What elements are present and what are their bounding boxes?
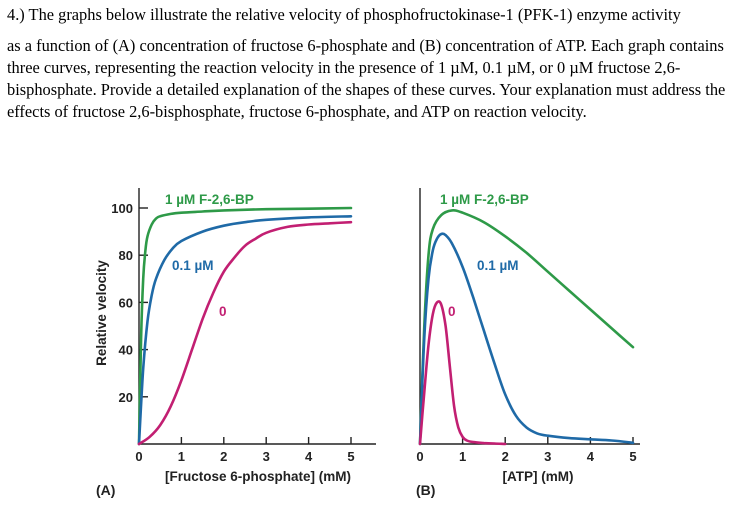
panel-b-panel-label: (B)	[416, 482, 435, 498]
panel-b-x-tick-label-2: 2	[502, 449, 509, 464]
panel-b-x-tick-label-4: 4	[587, 449, 595, 464]
panel-a-curve-2	[137, 220, 353, 446]
panel-a-x-tick-label-0: 0	[135, 449, 142, 464]
panel-a-x-ticks: 0 1 2 3 4 5	[135, 437, 355, 464]
panel-a-y-tick-label-4: 100	[111, 201, 133, 216]
panel-a-y-tick-label-1: 40	[119, 343, 133, 358]
panel-b-x-tick-label-1: 1	[459, 449, 466, 464]
question-text: 4.) The graphs below illustrate the rela…	[7, 4, 727, 123]
question-line-2: as a function of (A) concentration of fr…	[7, 36, 726, 121]
panel-a-x-axis-title: [Fructose 6-phosphate] (mM)	[165, 469, 351, 484]
panel-a-x-tick-label-4: 4	[305, 449, 313, 464]
panel-b-chart: 0 1 2 3 4 5 1 µM F-2,6-BP 0.1 µM 0 [ATP] (mM)…	[416, 188, 640, 498]
panel-b-label-0-1uM: 0.1 µM	[477, 258, 519, 273]
panel-a-y-ticks: 20 40 60 80 100	[111, 201, 148, 405]
panel-a-curve-1	[137, 215, 353, 446]
panel-b-curve-0	[418, 209, 635, 446]
panel-b-x-tick-label-5: 5	[629, 449, 636, 464]
panel-b-x-axis-title: [ATP] (mM)	[503, 469, 574, 484]
panel-a-y-axis-title: Relative velocity	[94, 260, 109, 366]
panel-b-x-tick-label-0: 0	[416, 449, 423, 464]
panel-a-x-tick-label-3: 3	[263, 449, 270, 464]
panel-a-curves	[137, 206, 353, 446]
panel-a-label-0-1uM: 0.1 µM	[172, 258, 214, 273]
question-line-1: 4.) The graphs below illustrate the rela…	[7, 5, 681, 24]
panel-a-axes	[138, 188, 376, 445]
panel-a-y-tick-label-3: 80	[119, 248, 133, 263]
panel-b-curve-2	[418, 300, 507, 446]
panel-a-curve-0	[137, 206, 353, 446]
panel-b-label-0uM: 0	[448, 304, 456, 319]
panel-b-x-tick-label-3: 3	[544, 449, 551, 464]
panel-a-y-tick-label-2: 60	[119, 295, 133, 310]
panel-a-y-tick-label-0: 20	[119, 390, 133, 405]
panel-a-label-1uM: 1 µM F-2,6-BP	[165, 192, 254, 207]
panel-a-x-tick-label-2: 2	[220, 449, 227, 464]
panel-a-panel-label: (A)	[96, 482, 115, 498]
panel-a-x-tick-label-5: 5	[347, 449, 354, 464]
panel-a-label-0uM: 0	[219, 304, 227, 319]
panel-b-curves	[418, 209, 635, 446]
panel-a-x-tick-label-1: 1	[178, 449, 185, 464]
panel-b-curve-1	[418, 232, 635, 446]
panel-b-label-1uM: 1 µM F-2,6-BP	[440, 192, 529, 207]
